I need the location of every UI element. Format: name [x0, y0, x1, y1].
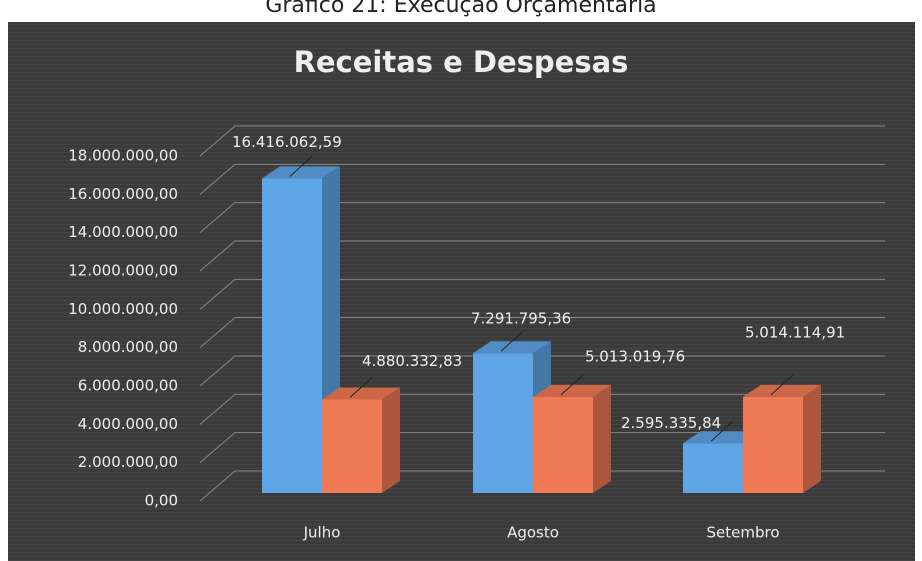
data-label: 7.291.795,36	[471, 310, 571, 328]
bar-side	[803, 384, 821, 493]
y-tick-label: 12.000.000,00	[68, 262, 178, 280]
leader-line	[710, 420, 734, 442]
bar-top	[262, 166, 340, 179]
y-tick-label: 18.000.000,00	[68, 147, 178, 165]
caption: Gráfico 21: Execução Orçamentária	[265, 0, 656, 18]
x-tick-label: Agosto	[507, 524, 559, 542]
grid-line	[199, 278, 885, 310]
bar-top	[322, 387, 400, 400]
grid-line	[199, 470, 885, 502]
leader-line	[289, 155, 313, 177]
grid-line	[199, 240, 885, 272]
grid-line	[199, 163, 885, 195]
grid-line	[199, 317, 885, 349]
y-tick-label: 16.000.000,00	[68, 185, 178, 203]
y-tick-label: 4.000.000,00	[78, 415, 178, 433]
bar-top	[743, 384, 821, 397]
leader-line	[500, 330, 524, 352]
data-label: 4.880.332,83	[362, 352, 462, 370]
grid-line	[199, 202, 885, 234]
grid-line	[199, 355, 885, 387]
x-tick-label: Setembro	[706, 524, 779, 542]
data-label: 2.595.335,84	[621, 414, 721, 432]
grid-line	[199, 393, 885, 425]
y-tick-label: 10.000.000,00	[68, 300, 178, 318]
bar	[743, 384, 821, 493]
bar-front	[533, 396, 593, 493]
grid-line	[199, 125, 885, 157]
y-tick-label: 0,00	[145, 492, 178, 510]
bar-top	[683, 431, 761, 444]
bar-front	[473, 353, 533, 493]
leader-line	[349, 377, 373, 398]
bar-top	[533, 384, 611, 397]
bar-front	[743, 396, 803, 493]
bar	[322, 387, 400, 493]
leader-line	[560, 374, 584, 396]
y-tick-label: 8.000.000,00	[78, 338, 178, 356]
leader-line	[770, 374, 794, 396]
bar-side	[593, 384, 611, 493]
bar	[533, 384, 611, 493]
bar-front	[322, 399, 382, 493]
y-tick-label: 2.000.000,00	[78, 453, 178, 471]
y-tick-label: 6.000.000,00	[78, 377, 178, 395]
bar-front	[683, 443, 743, 493]
bar-front	[262, 178, 322, 493]
chart-title: Receitas e Despesas	[294, 45, 629, 79]
x-tick-label: Julho	[303, 524, 341, 542]
grid-line	[199, 432, 885, 464]
y-tick-label: 14.000.000,00	[68, 223, 178, 241]
data-label: 5.013.019,76	[585, 347, 685, 365]
bar-top	[473, 341, 551, 354]
bar-side	[382, 387, 400, 493]
data-label: 5.014.114,91	[745, 323, 845, 341]
data-label: 16.416.062,59	[232, 133, 342, 151]
